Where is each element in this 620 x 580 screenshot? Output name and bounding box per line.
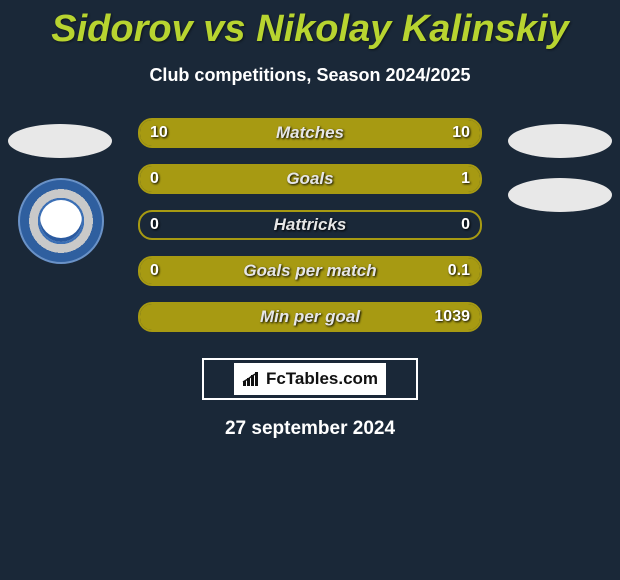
placeholder-oval-right-2 [508, 178, 612, 212]
club-badge-inner [40, 200, 82, 242]
bar-chart-icon [242, 371, 262, 387]
comparison-bars: 1010Matches 01Goals 00Hattricks 00.1Goals p… [138, 118, 482, 348]
placeholder-oval-left [8, 124, 112, 158]
page-subtitle: Club competitions, Season 2024/2025 [0, 65, 620, 86]
bar-label: Matches [140, 120, 480, 146]
stat-bar: 00.1Goals per match [138, 256, 482, 286]
bar-label: Goals [140, 166, 480, 192]
brand-box: FcTables.com [202, 358, 418, 400]
bar-label: Goals per match [140, 258, 480, 284]
stat-bar: 01Goals [138, 164, 482, 194]
placeholder-oval-right-1 [508, 124, 612, 158]
club-badge-left [18, 178, 104, 264]
stat-bar: 00Hattricks [138, 210, 482, 240]
brand-label: FcTables.com [234, 363, 386, 395]
page-title: Sidorov vs Nikolay Kalinskiy [0, 0, 620, 51]
bar-label: Hattricks [140, 212, 480, 238]
brand-text: FcTables.com [266, 369, 378, 389]
bar-label: Min per goal [140, 304, 480, 330]
date-text: 27 september 2024 [0, 418, 620, 440]
stat-bar: 1010Matches [138, 118, 482, 148]
stat-bar: 1039Min per goal [138, 302, 482, 332]
